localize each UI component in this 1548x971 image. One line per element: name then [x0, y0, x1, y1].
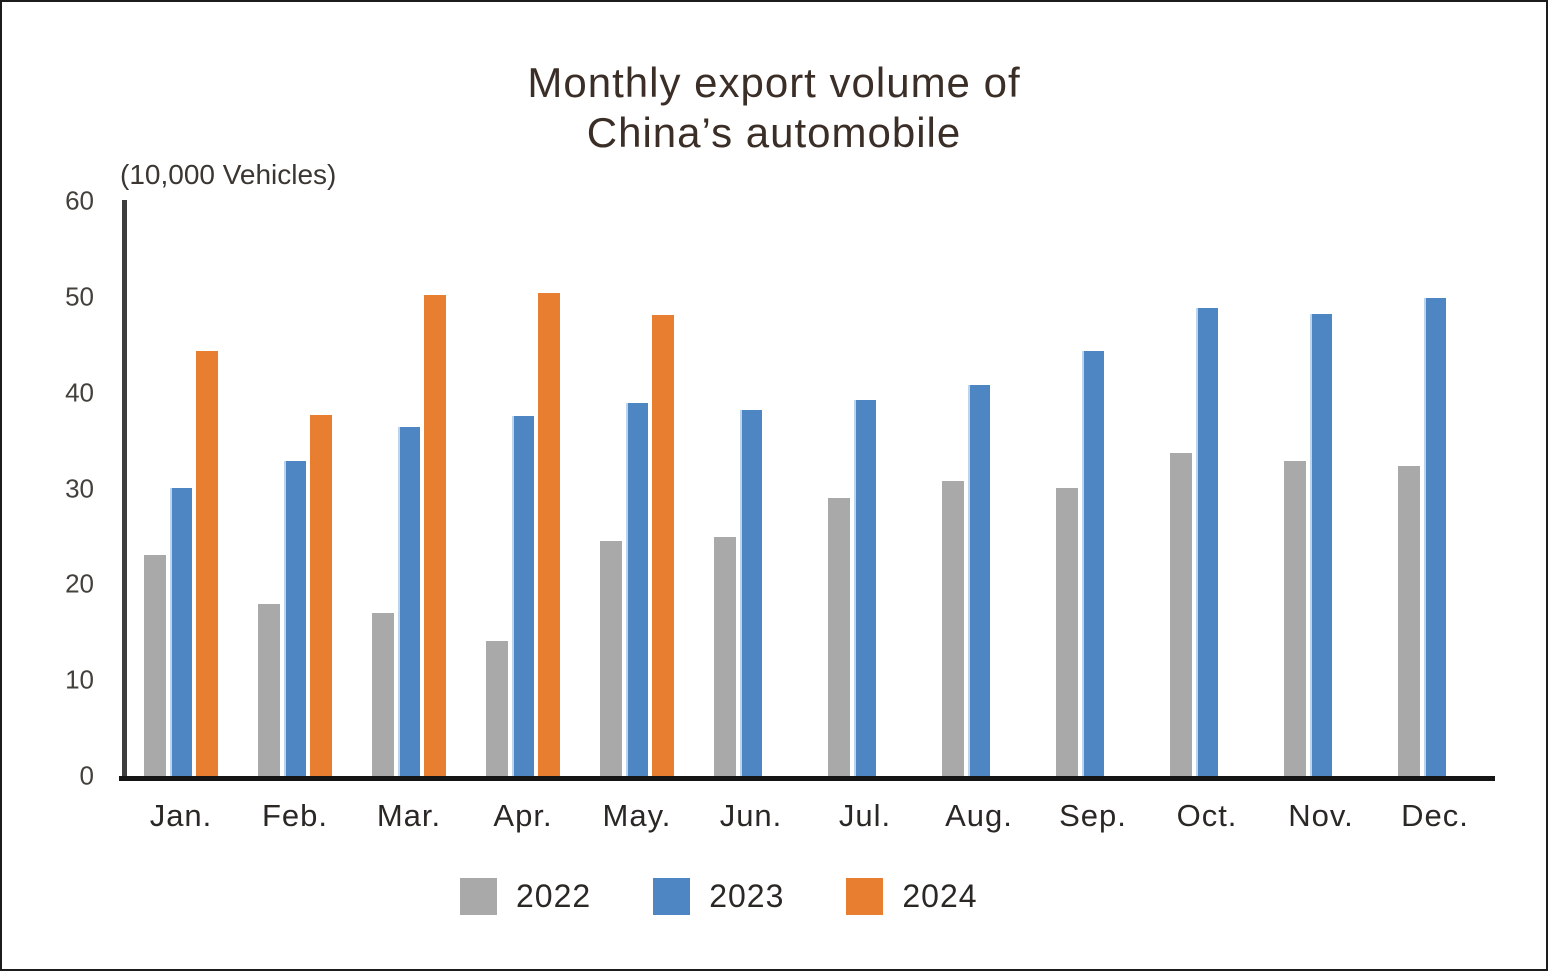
- x-tick-label-nov: Nov.: [1288, 798, 1354, 833]
- bar-2023-jan: [170, 487, 192, 776]
- x-axis-line: [119, 776, 1495, 781]
- bar-2023-nov: [1310, 314, 1332, 776]
- bar-2024-feb: [310, 414, 332, 776]
- x-tick-label-jun: Jun.: [719, 798, 783, 833]
- bar-2022-sep: [1056, 487, 1078, 776]
- bar-2022-jul: [828, 498, 850, 776]
- y-tick-label: 40: [65, 377, 94, 408]
- bar-2022-jan: [144, 554, 166, 776]
- x-tick-label-feb: Feb.: [261, 798, 329, 833]
- legend-item-2022: 2022: [460, 878, 591, 915]
- legend-label-2023: 2023: [709, 878, 785, 914]
- bar-2023-dec: [1424, 297, 1446, 776]
- legend-swatch-2022: [460, 878, 497, 915]
- bar-2022-jun: [714, 537, 736, 776]
- bar-2023-aug: [968, 385, 990, 776]
- x-tick-label-oct: Oct.: [1176, 798, 1238, 833]
- y-axis-unit-label: (10,000 Vehicles): [120, 159, 337, 190]
- x-tick-label-apr: Apr.: [493, 798, 553, 833]
- bar-2023-feb: [284, 460, 306, 776]
- chart-title: Monthly export volume of China’s automob…: [2, 58, 1546, 158]
- legend-swatch-2023: [653, 878, 691, 915]
- bar-2023-apr: [512, 415, 534, 776]
- x-tick-label-jul: Jul.: [838, 798, 892, 833]
- bar-2022-dec: [1398, 465, 1420, 776]
- x-tick-label-may: May.: [602, 798, 672, 833]
- y-tick-label: 0: [79, 760, 94, 791]
- chart-title-line-2: China’s automobile: [586, 109, 962, 156]
- bar-2024-mar: [424, 294, 446, 776]
- legend-item-2023: 2023: [653, 878, 784, 915]
- y-tick-label: 50: [65, 281, 94, 312]
- bar-2023-sep: [1082, 350, 1104, 776]
- bar-2023-jun: [740, 409, 762, 776]
- chart-title-line-1: Monthly export volume of: [527, 59, 1021, 106]
- legend-item-2024: 2024: [846, 878, 977, 915]
- bar-2023-mar: [398, 427, 420, 776]
- legend: 2022 2023 2024: [460, 878, 978, 915]
- x-tick-label-dec: Dec.: [1401, 798, 1469, 833]
- y-tick-label: 10: [65, 664, 94, 695]
- bar-2022-feb: [258, 603, 280, 776]
- bar-2023-oct: [1196, 308, 1218, 776]
- bar-2023-may: [626, 403, 648, 776]
- x-tick-label-aug: Aug.: [945, 798, 1013, 833]
- y-axis-line: [122, 200, 127, 778]
- bar-2024-may: [652, 315, 674, 776]
- bar-2022-apr: [486, 640, 508, 776]
- y-tick-label: 60: [65, 185, 94, 216]
- legend-swatch-2024: [846, 878, 884, 915]
- x-tick-label-sep: Sep.: [1059, 798, 1127, 833]
- y-tick-label: 20: [65, 568, 94, 599]
- bar-2022-mar: [372, 613, 394, 776]
- bar-2022-nov: [1284, 460, 1306, 776]
- bar-2024-apr: [538, 293, 560, 776]
- legend-label-2022: 2022: [516, 878, 592, 914]
- bar-2022-aug: [942, 480, 964, 776]
- bar-2023-jul: [854, 400, 876, 776]
- bar-2022-may: [600, 541, 622, 776]
- y-tick-label: 30: [65, 473, 94, 503]
- bar-2022-oct: [1170, 453, 1192, 776]
- legend-label-2024: 2024: [902, 878, 978, 914]
- x-tick-label-jan: Jan.: [149, 798, 213, 833]
- x-tick-label-mar: Mar.: [376, 798, 442, 833]
- bar-2024-jan: [196, 351, 218, 776]
